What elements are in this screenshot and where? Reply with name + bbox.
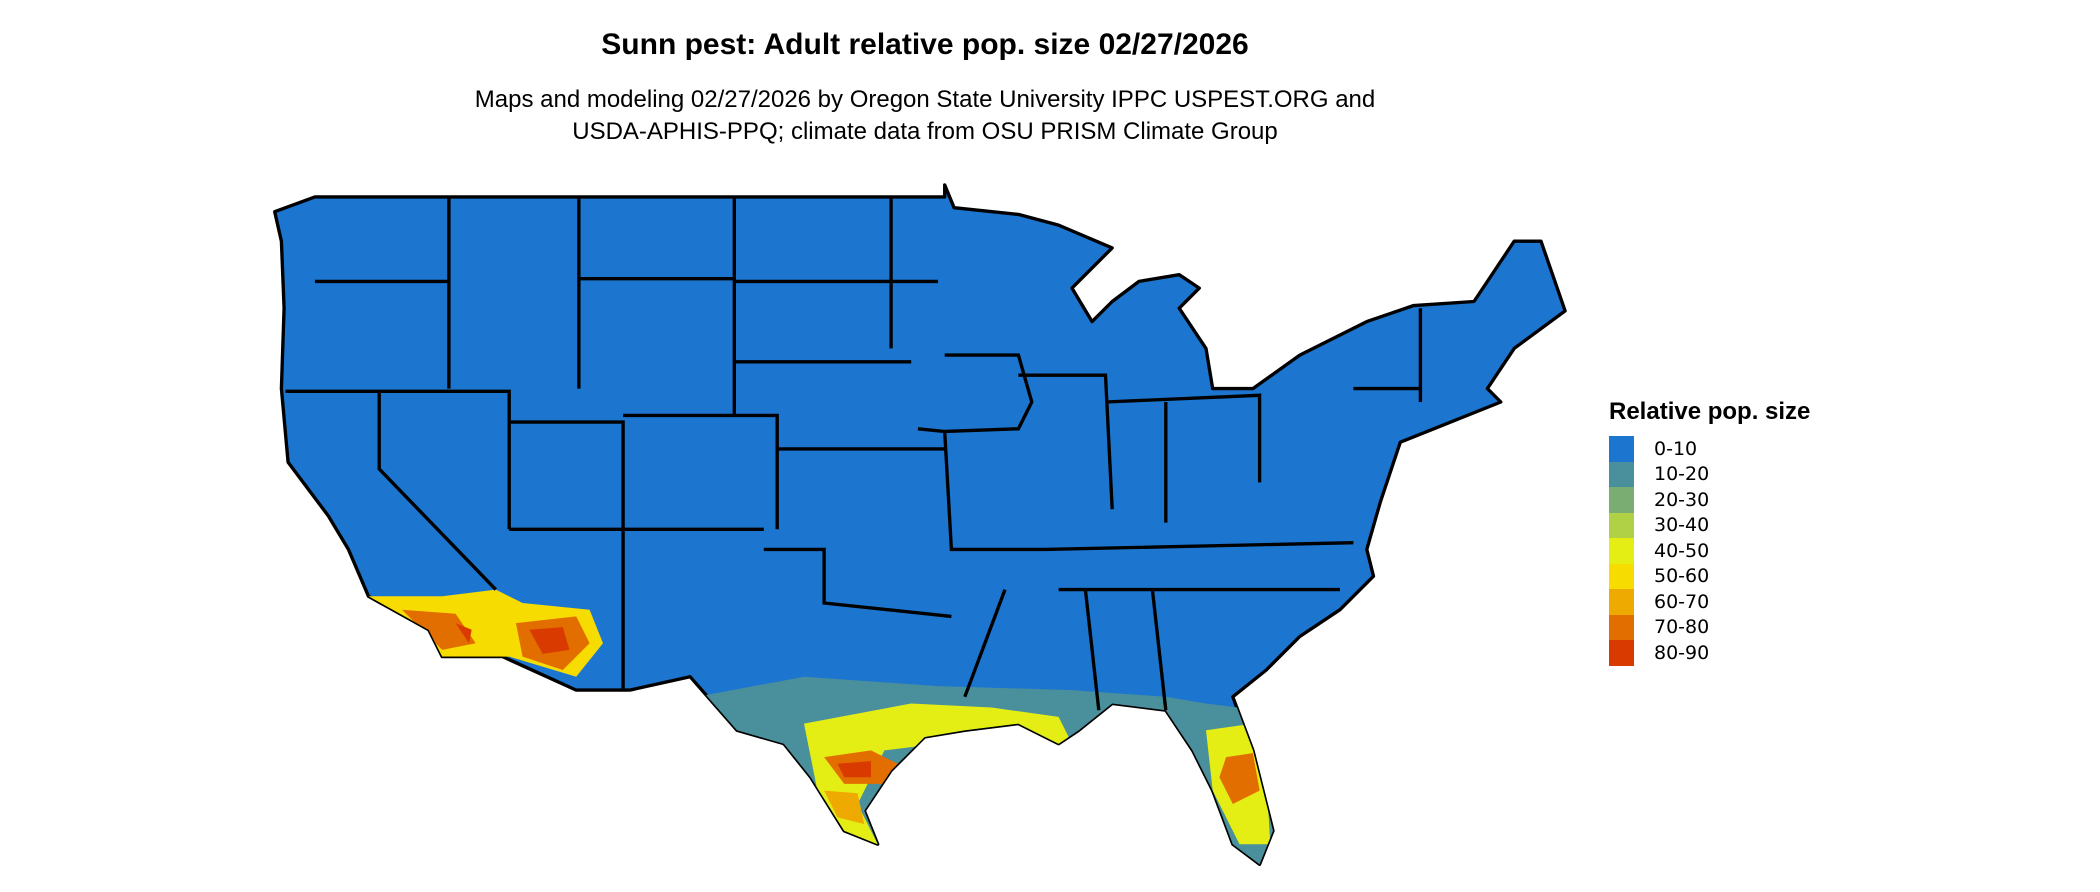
legend-item: 10-20 (1609, 461, 1810, 487)
map-subtitle-line-1: Maps and modeling 02/27/2026 by Oregon S… (474, 86, 1376, 113)
legend-item: 60-70 (1609, 589, 1810, 615)
legend-label: 0-10 (1654, 437, 1698, 460)
legend-swatch (1609, 461, 1634, 487)
us-outline (273, 183, 1567, 866)
legend-item: 30-40 (1609, 512, 1810, 538)
legend-label: 70-80 (1654, 616, 1710, 639)
legend-item: 40-50 (1609, 538, 1810, 564)
legend: Relative pop. size 0-10 10-20 20-30 30-40 40… (1609, 398, 1810, 666)
legend-label: 60-70 (1654, 590, 1710, 613)
legend-label: 40-50 (1654, 539, 1710, 562)
legend-label: 80-90 (1654, 641, 1710, 664)
florida-hotspot (1219, 753, 1260, 804)
texas-60-70 (824, 790, 865, 825)
legend-label: 30-40 (1654, 514, 1710, 537)
legend-label: 10-20 (1654, 463, 1710, 486)
texas-hotspot-core (837, 761, 871, 778)
legend-label: 50-60 (1654, 565, 1710, 588)
legend-swatch (1609, 538, 1634, 564)
sw-desert-70-80 (402, 609, 590, 670)
legend-item: 80-90 (1609, 640, 1810, 666)
sw-desert-80-90 (455, 623, 570, 654)
legend-swatch (1609, 614, 1634, 640)
legend-swatch (1609, 563, 1634, 589)
legend-item: 20-30 (1609, 487, 1810, 513)
map-title: Sunn pest: Adult relative pop. size 02/2… (601, 28, 1249, 61)
legend-title: Relative pop. size (1609, 398, 1811, 425)
state-boundaries (285, 196, 1423, 711)
legend-swatch (1609, 436, 1634, 462)
legend-item: 0-10 (1609, 436, 1810, 462)
legend-label: 20-30 (1654, 488, 1710, 511)
legend-item: 70-80 (1609, 614, 1810, 640)
legend-item: 50-60 (1609, 563, 1810, 589)
legend-swatch (1609, 487, 1634, 513)
legend-swatch (1609, 589, 1634, 615)
legend-swatch (1609, 512, 1634, 538)
map-subtitle-line-2: USDA-APHIS-PPQ; climate data from OSU PR… (572, 118, 1278, 145)
legend-swatch (1609, 640, 1634, 666)
